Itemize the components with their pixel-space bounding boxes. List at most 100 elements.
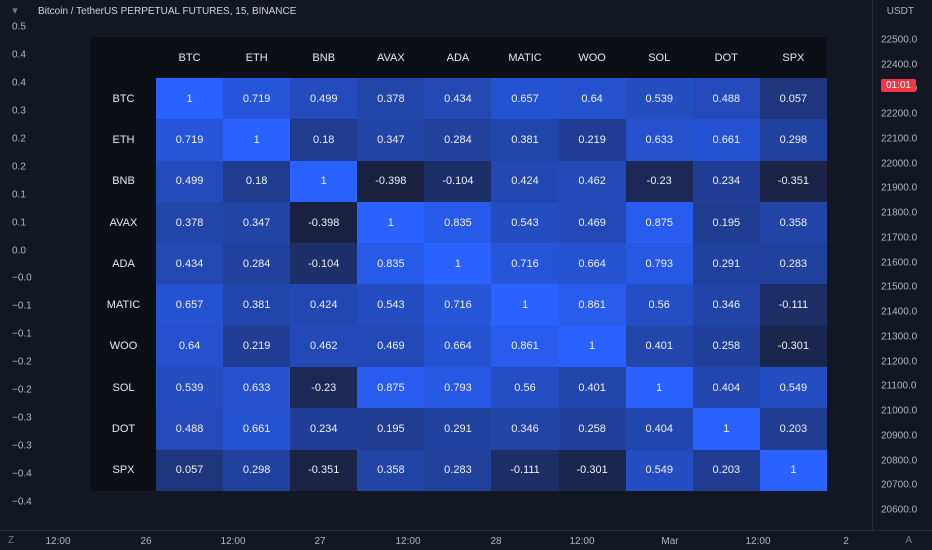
left-axis-tick: −0.3 <box>12 412 32 424</box>
correlation-cell: 0.18 <box>223 160 291 202</box>
column-header: BTC <box>156 37 224 78</box>
left-price-axis[interactable]: 0.5 0.4 0.4 0.3 0.2 0.2 0.1 0.1 0.0 −0.0 −0.1 −0.1 −… <box>0 0 34 530</box>
row-header: ETH <box>91 119 156 161</box>
left-axis-tick: 0.1 <box>12 189 26 201</box>
correlation-cell: 0.716 <box>424 284 492 326</box>
correlation-cell: 0.434 <box>156 243 224 285</box>
left-axis-tick: −0.4 <box>12 468 32 480</box>
left-axis-tick: 0.3 <box>12 105 26 117</box>
correlation-cell: 0.434 <box>424 78 492 120</box>
correlation-cell: 1 <box>491 284 559 326</box>
correlation-cell: 0.661 <box>692 119 760 161</box>
correlation-cell: 0.488 <box>156 408 224 450</box>
correlation-cell: -0.111 <box>491 449 559 491</box>
correlation-cell: -0.23 <box>290 367 358 409</box>
correlation-cell: 0.543 <box>491 201 559 244</box>
chart-title: Bitcoin / TetherUS PERPETUAL FUTURES, 15… <box>38 6 297 17</box>
correlation-cell: 0.291 <box>692 243 760 285</box>
time-axis-tick: 2 <box>843 536 849 547</box>
correlation-cell: 0.346 <box>692 284 760 326</box>
correlation-cell: -0.104 <box>290 243 358 285</box>
correlation-cell: 0.469 <box>558 201 626 244</box>
correlation-cell: -0.398 <box>290 201 358 244</box>
right-axis-tick: 21600.0 <box>881 257 918 269</box>
correlation-cell: 0.549 <box>625 449 693 491</box>
correlation-cell: 0.057 <box>156 449 224 491</box>
correlation-cell: 0.291 <box>424 408 492 450</box>
correlation-cell: 0.284 <box>424 119 492 161</box>
right-axis-tick: 22400.0 <box>881 59 918 71</box>
right-axis-tick: 21700.0 <box>881 232 918 244</box>
right-axis-tick: 21500.0 <box>881 281 918 293</box>
correlation-cell: 0.234 <box>290 408 358 450</box>
column-header: ETH <box>223 37 291 78</box>
correlation-cell: 0.381 <box>491 119 559 161</box>
left-axis-tick: 0.4 <box>12 77 26 89</box>
correlation-cell: 0.381 <box>223 284 291 326</box>
correlation-cell: 0.195 <box>692 201 760 244</box>
left-axis-tick: 0.4 <box>12 49 26 61</box>
time-axis-tick: 12:00 <box>220 536 246 547</box>
correlation-cell: 0.539 <box>625 78 693 120</box>
correlation-cell: 0.861 <box>558 284 626 326</box>
left-axis-tick: −0.1 <box>12 300 32 312</box>
correlation-cell: 0.298 <box>759 119 827 161</box>
correlation-cell: 0.664 <box>558 243 626 285</box>
right-axis-tick: 20600.0 <box>881 504 918 516</box>
matrix-corner-cell <box>91 37 156 78</box>
correlation-cell: 0.499 <box>156 160 224 202</box>
correlation-cell: 0.56 <box>625 284 693 326</box>
correlation-cell: 1 <box>424 243 492 285</box>
auto-scale-icon[interactable]: A <box>905 535 912 546</box>
correlation-cell: 1 <box>290 160 358 202</box>
correlation-cell: 0.64 <box>156 325 224 368</box>
correlation-cell: -0.23 <box>625 160 693 202</box>
column-header: WOO <box>558 37 626 78</box>
time-axis-tick: 12:00 <box>45 536 71 547</box>
correlation-cell: -0.398 <box>357 160 425 202</box>
correlation-cell: 0.219 <box>223 325 291 368</box>
correlation-cell: 0.462 <box>290 325 358 368</box>
zoom-toggle-icon[interactable]: Z <box>8 535 15 546</box>
chart-settings-icon[interactable]: ▾ <box>12 5 18 17</box>
correlation-cell: 0.347 <box>223 201 291 244</box>
right-axis-tick: 22100.0 <box>881 133 918 145</box>
correlation-cell: 0.283 <box>424 449 492 491</box>
correlation-cell: -0.351 <box>759 160 827 202</box>
right-price-axis[interactable]: 22500.022400.022300.022200.022100.022000… <box>872 0 932 530</box>
time-axis-tick: 12:00 <box>395 536 421 547</box>
correlation-cell: 0.549 <box>759 367 827 409</box>
correlation-cell: 0.539 <box>156 367 224 409</box>
correlation-cell: 0.875 <box>625 201 693 244</box>
correlation-cell: 0.657 <box>491 78 559 120</box>
correlation-cell: 0.195 <box>357 408 425 450</box>
correlation-cell: 0.664 <box>424 325 492 368</box>
correlation-cell: 0.543 <box>357 284 425 326</box>
correlation-cell: 1 <box>558 325 626 368</box>
correlation-cell: 0.861 <box>491 325 559 368</box>
correlation-cell: 1 <box>357 201 425 244</box>
correlation-cell: 0.424 <box>491 160 559 202</box>
right-axis-tick: 21900.0 <box>881 182 918 194</box>
correlation-cell: 0.633 <box>625 119 693 161</box>
left-axis-tick: 0.0 <box>12 245 26 257</box>
time-axis-tick: 26 <box>140 536 152 547</box>
right-axis-tick: 22500.0 <box>881 34 918 46</box>
left-axis-tick: 0.2 <box>12 161 26 173</box>
right-axis-tick: 20900.0 <box>881 430 918 442</box>
right-axis-tick: 21800.0 <box>881 207 918 219</box>
column-header: AVAX <box>357 37 425 78</box>
correlation-cell: 0.661 <box>223 408 291 450</box>
column-header: SPX <box>759 37 827 78</box>
correlation-cell: 0.346 <box>491 408 559 450</box>
correlation-cell: 0.057 <box>759 78 827 120</box>
left-axis-tick: −0.0 <box>12 272 32 284</box>
time-axis[interactable]: 12:00 26 12:00 27 12:00 28 12:00 Mar 12:00 2 <box>0 530 932 550</box>
row-header: WOO <box>91 325 156 368</box>
right-axis-tick: 21000.0 <box>881 405 918 417</box>
column-header: DOT <box>692 37 760 78</box>
correlation-cell: 0.18 <box>290 119 358 161</box>
column-header: ADA <box>424 37 492 78</box>
correlation-cell: -0.104 <box>424 160 492 202</box>
currency-label[interactable]: USDT <box>886 6 914 17</box>
